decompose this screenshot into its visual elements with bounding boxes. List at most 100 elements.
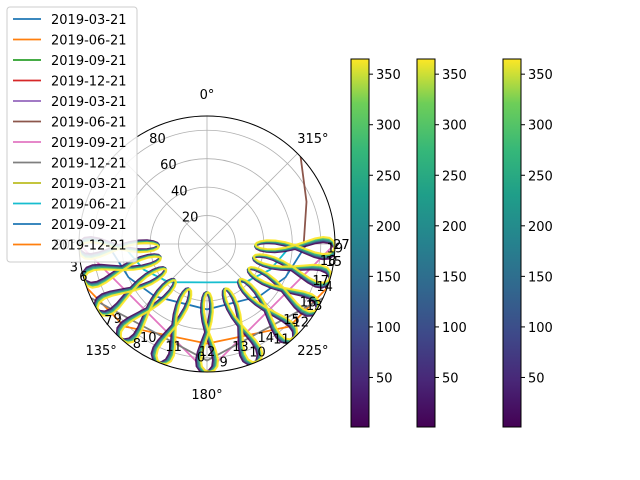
colorbar-tick-label: 100 (376, 321, 401, 336)
legend-label: 2019-06-21 (51, 198, 127, 213)
legend-entry: 2019-12-21 (13, 239, 127, 254)
colorbar-tick-label: 150 (442, 270, 467, 285)
r-tick-label: 40 (171, 184, 188, 199)
r-tick-label: 60 (160, 158, 177, 173)
legend-label: 2019-09-21 (51, 218, 127, 233)
legend-entry: 2019-06-21 (13, 116, 127, 131)
legend-entry: 2019-06-21 (13, 34, 127, 49)
analemma-loop (254, 235, 335, 256)
hour-label: 19 (327, 241, 344, 256)
hour-label: 14 (316, 280, 333, 295)
colorbar-tick-label: 350 (528, 68, 553, 83)
legend-label: 2019-03-21 (51, 13, 127, 28)
legend-entry: 2019-03-21 (13, 177, 127, 192)
legend-entry: 2019-06-21 (13, 198, 127, 213)
legend-label: 2019-12-21 (51, 157, 127, 172)
colorbar-tick-label: 100 (442, 321, 467, 336)
azimuth-tick-label: 0° (200, 88, 215, 103)
hour-label: 16 (300, 295, 317, 310)
analemma-loop (238, 277, 299, 341)
colorbar-tick-label: 100 (528, 321, 553, 336)
sun-day-path (121, 243, 293, 284)
hour-label: 11 (165, 340, 182, 355)
hour-label: 15 (325, 255, 342, 270)
legend-entry: 2019-03-21 (13, 95, 127, 110)
azimuth-tick-label: 225° (297, 344, 328, 359)
colorbar-tick-label: 200 (376, 220, 401, 235)
analemma-loop (83, 255, 163, 289)
legend-label: 2019-12-21 (51, 239, 127, 254)
analemma-loop (119, 279, 178, 344)
legend-entries: 2019-03-21 2019-06-21 2019-09-21 2019-12-21… (13, 13, 127, 254)
colorbar-tick-label: 150 (528, 270, 553, 285)
hour-label: 12 (199, 345, 216, 360)
radial-tick-labels: 20 40 60 80 (149, 132, 198, 226)
legend-label: 2019-12-21 (51, 75, 127, 90)
r-tick-label: 80 (149, 132, 166, 147)
legend-label: 2019-03-21 (51, 95, 127, 110)
colorbar-tick-label: 200 (442, 220, 467, 235)
colorbar-gradient (416, 58, 436, 428)
colorbar-tick-label: 200 (528, 220, 553, 235)
analemma-loop (199, 290, 220, 372)
sun-day-path (299, 156, 308, 245)
hour-label: 13 (306, 299, 323, 314)
legend-label: 2019-09-21 (51, 136, 127, 151)
colorbar: 50 100 150 200 250 300 350 (350, 58, 401, 428)
hour-label: 12 (292, 316, 309, 331)
colorbar-tick-label: 300 (528, 119, 553, 134)
colorbar-tick-label: 50 (442, 371, 459, 386)
legend-label: 2019-06-21 (51, 116, 127, 131)
hour-label: 15 (283, 313, 300, 328)
colorbar-tick-label: 350 (376, 68, 401, 83)
colorbar-gradient (502, 58, 522, 428)
hour-label: 3 (70, 260, 78, 275)
colorbar-tick-label: 300 (376, 119, 401, 134)
hour-label: 13 (232, 340, 249, 355)
colorbar-tick-label: 250 (376, 169, 401, 184)
colorbars: 50 100 150 200 250 300 350 50 100 150 200 250 300 350… (350, 58, 553, 428)
hour-label: 7 (104, 314, 112, 329)
azimuth-tick-label: 135° (85, 344, 116, 359)
legend-frame (6, 6, 138, 263)
colorbar: 50 100 150 200 250 300 350 (416, 58, 467, 428)
sun-day-path (106, 243, 308, 311)
sun-day-path (79, 243, 335, 372)
hour-label: 6 (79, 270, 87, 285)
analemma-loop (96, 267, 168, 317)
legend-entry: 2019-12-21 (13, 75, 127, 90)
hour-label: 14 (258, 331, 275, 346)
colorbar: 50 100 150 200 250 300 350 (502, 58, 553, 428)
hour-label: 18 (320, 254, 337, 269)
colorbar-tick-label: 250 (528, 169, 553, 184)
colorbar-tick-label: 150 (376, 270, 401, 285)
colorbar-gradient (350, 58, 370, 428)
legend-entry: 2019-09-21 (13, 136, 127, 151)
colorbar-tick-label: 50 (376, 371, 393, 386)
legend-entry: 2019-09-21 (13, 54, 127, 69)
colorbar-tick-label: 250 (442, 169, 467, 184)
r-tick-label: 20 (182, 211, 199, 226)
analemma-loop (252, 253, 332, 284)
legend-entry: 2019-03-21 (13, 13, 127, 28)
azimuth-tick-label: 180° (191, 388, 222, 403)
legend-entry: 2019-09-21 (13, 218, 127, 233)
legend-label: 2019-06-21 (51, 34, 127, 49)
hour-label: 9 (219, 355, 227, 370)
legend-label: 2019-09-21 (51, 54, 127, 69)
colorbar-tick-label: 50 (528, 371, 545, 386)
hour-label: 11 (273, 332, 290, 347)
analemma-loop (155, 287, 193, 366)
hour-label: 0 (197, 351, 205, 366)
grid-spoke (206, 153, 298, 245)
legend-label: 2019-03-21 (51, 177, 127, 192)
azimuth-tick-label: 315° (297, 132, 328, 147)
colorbar-tick-label: 300 (442, 119, 467, 134)
hour-label: 10 (249, 345, 266, 360)
hour-label: 8 (133, 337, 141, 352)
hour-label: 17 (312, 274, 329, 289)
legend-entry: 2019-12-21 (13, 157, 127, 172)
hour-label: 9 (114, 312, 122, 327)
